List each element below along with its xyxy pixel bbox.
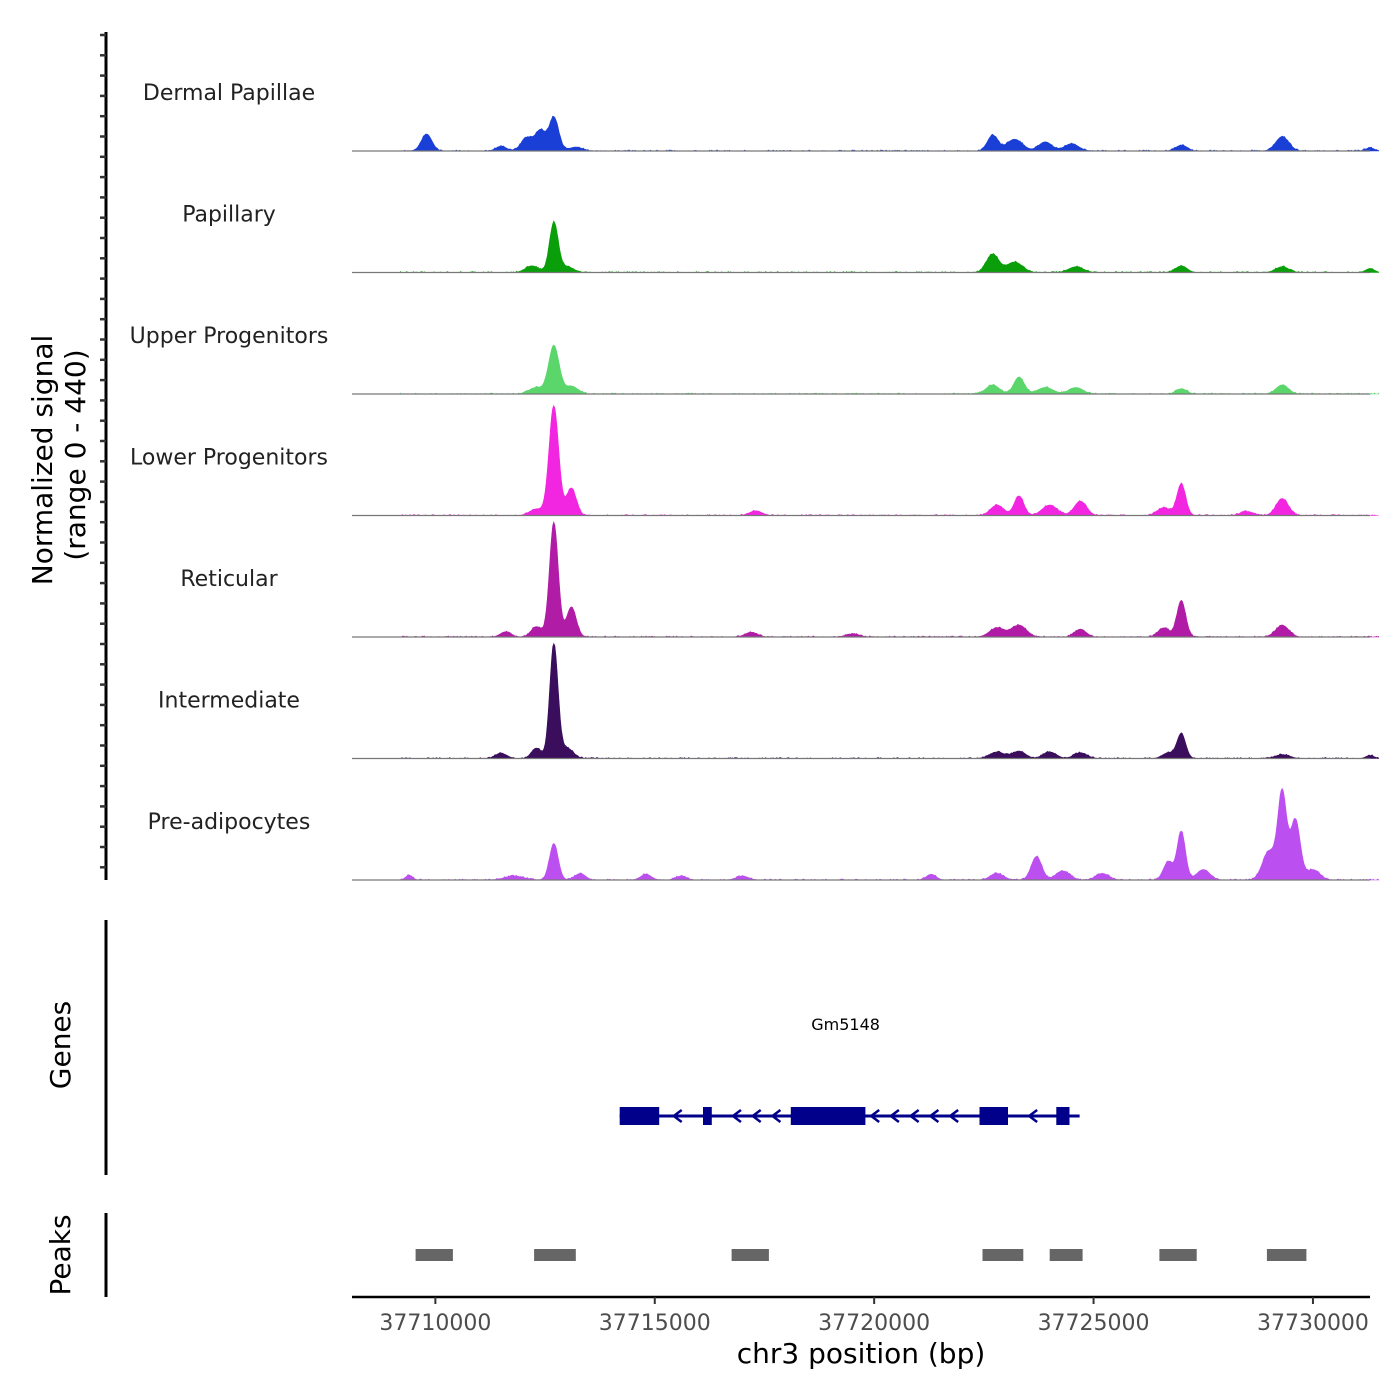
- gene-exon: [979, 1107, 1008, 1125]
- peak-region: [982, 1249, 1024, 1261]
- gene-exon: [619, 1107, 660, 1125]
- strand-arrow: [948, 1109, 959, 1123]
- peak-regions-track: [415, 1249, 1307, 1261]
- peak-region: [415, 1249, 453, 1261]
- track-label: Lower Progenitors: [130, 446, 328, 471]
- track-pre-adipocytes: Pre-adipocytes: [148, 787, 1380, 881]
- strand-arrow: [928, 1109, 940, 1123]
- track-label: Intermediate: [158, 689, 300, 714]
- strand-arrow: [730, 1109, 742, 1123]
- track-label: Papillary: [182, 203, 276, 228]
- signal-area-reticular: [400, 521, 1380, 638]
- peak-region: [534, 1249, 576, 1261]
- signal-y-ticks: [100, 33, 106, 869]
- gene-label: Gm5148: [811, 1015, 880, 1034]
- track-intermediate: Intermediate: [158, 642, 1380, 760]
- signal-area-pre-adipocytes: [400, 787, 1380, 881]
- strand-arrow: [908, 1109, 920, 1123]
- peak-region: [1049, 1249, 1083, 1261]
- signal-area-intermediate: [400, 642, 1380, 759]
- signal-area-upper-progenitors: [400, 344, 1380, 395]
- gene-exon: [790, 1107, 866, 1125]
- strand-arrow: [888, 1109, 900, 1123]
- strand-arrow: [770, 1109, 782, 1123]
- gene-annotation-track: Gm5148: [619, 1015, 1080, 1125]
- signal-axis-range: (range 0 - 440): [59, 349, 92, 560]
- track-dermal-papillae: Dermal Papillae: [143, 81, 1380, 152]
- gene-exon: [703, 1107, 712, 1125]
- strand-arrow: [869, 1109, 880, 1123]
- peak-region: [1159, 1249, 1197, 1261]
- strand-arrow: [750, 1109, 762, 1123]
- track-reticular: Reticular: [180, 521, 1380, 638]
- strand-arrow: [671, 1109, 683, 1123]
- track-papillary: Papillary: [182, 203, 1380, 274]
- peak-region: [731, 1249, 769, 1261]
- gene-exon: [1056, 1107, 1070, 1125]
- signal-axis-title: Normalized signal: [26, 335, 59, 586]
- x-tick-label: 37710000: [379, 1311, 491, 1336]
- x-tick-label: 37720000: [818, 1311, 930, 1336]
- signal-tracks: Dermal Papillae Papillary Upper Progenitor…: [130, 81, 1380, 881]
- x-tick-label: 37715000: [599, 1311, 711, 1336]
- track-label: Pre-adipocytes: [148, 810, 311, 835]
- signal-area-dermal-papillae: [400, 115, 1380, 152]
- x-tick-label: 37725000: [1038, 1311, 1150, 1336]
- track-label: Dermal Papillae: [143, 81, 315, 106]
- x-axis-title: chr3 position (bp): [737, 1337, 986, 1370]
- x-axis-ticks: 37710000 37715000 37720000 37725000 37730000: [379, 1297, 1369, 1336]
- track-label: Reticular: [180, 567, 278, 592]
- x-tick-label: 37730000: [1257, 1311, 1369, 1336]
- track-lower-progenitors: Lower Progenitors: [130, 404, 1379, 517]
- gene-gm5148: Gm5148: [619, 1015, 1080, 1125]
- signal-area-papillary: [400, 220, 1380, 273]
- genes-axis-title: Genes: [44, 1001, 77, 1089]
- track-label: Upper Progenitors: [130, 324, 329, 349]
- peak-region: [1266, 1249, 1307, 1261]
- peaks-axis-title: Peaks: [44, 1214, 77, 1295]
- track-upper-progenitors: Upper Progenitors: [130, 324, 1380, 395]
- strand-arrow: [1027, 1109, 1038, 1123]
- signal-area-lower-progenitors: [400, 404, 1379, 516]
